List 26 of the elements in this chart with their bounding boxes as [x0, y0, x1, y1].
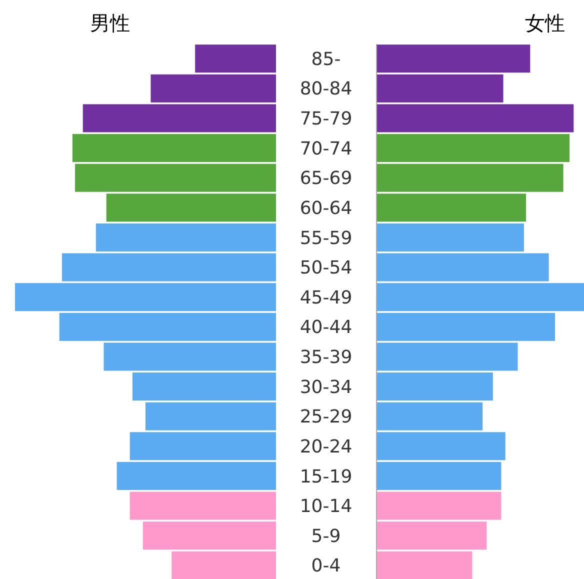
y-tick-label: 35-39 [300, 347, 352, 368]
y-tick-label: 0-4 [311, 556, 341, 577]
bar [377, 223, 524, 252]
bar [377, 551, 472, 579]
y-tick-label: 50-54 [300, 258, 352, 279]
y-tick-label: 40-44 [300, 317, 352, 338]
y-tick-label: 70-74 [300, 138, 352, 160]
y-tick-label: 65-69 [300, 168, 352, 190]
y-tick-label: 45-49 [300, 287, 352, 308]
bar [377, 462, 502, 490]
y-tick-label: 25-29 [300, 406, 352, 428]
y-tick-label: 60-64 [300, 198, 352, 219]
bar [377, 44, 530, 73]
y-tick-label: 20-24 [300, 436, 352, 458]
y-tick-label: 5-9 [311, 526, 341, 547]
chart-title: 女性 [525, 11, 565, 35]
bar [377, 372, 493, 401]
y-tick-label: 85- [311, 48, 341, 70]
chart-title: 男性 [90, 11, 130, 35]
y-tick-label: 10-14 [300, 496, 352, 518]
y-tick-label: 30-34 [300, 376, 352, 398]
y-tick-label: 15-19 [300, 466, 352, 488]
bar [377, 134, 570, 162]
y-tick-label: 80-84 [300, 78, 352, 100]
y-tick-label: 55-59 [300, 228, 352, 249]
y-tick-label: 75-79 [300, 108, 352, 130]
